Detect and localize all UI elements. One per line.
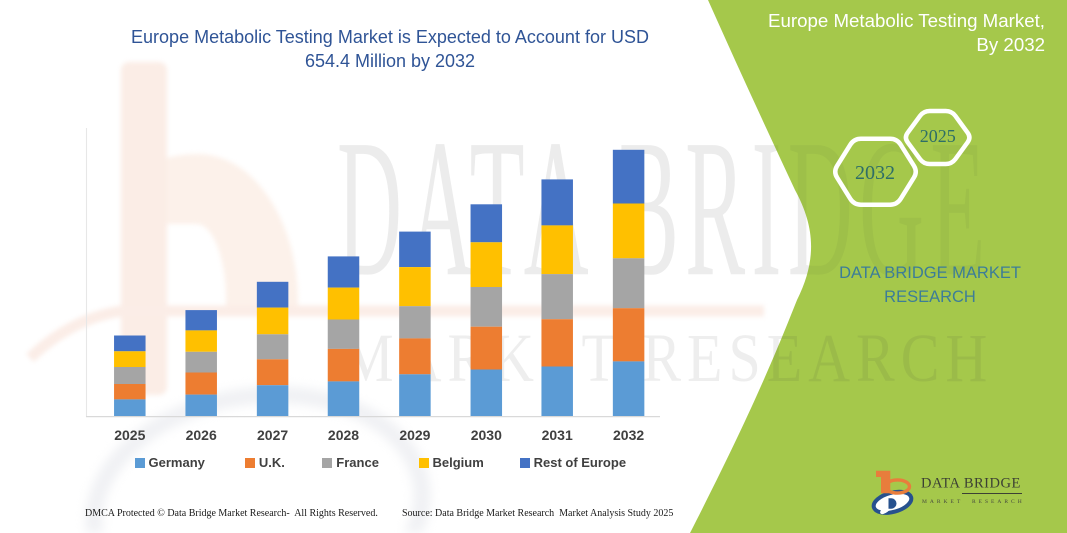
svg-text:2032: 2032	[855, 162, 895, 184]
svg-text:DATA BRIDGE: DATA BRIDGE	[921, 476, 1021, 492]
svg-text:2025: 2025	[920, 126, 956, 146]
svg-text:MARKET RESEARCH: MARKET RESEARCH	[922, 499, 1025, 505]
